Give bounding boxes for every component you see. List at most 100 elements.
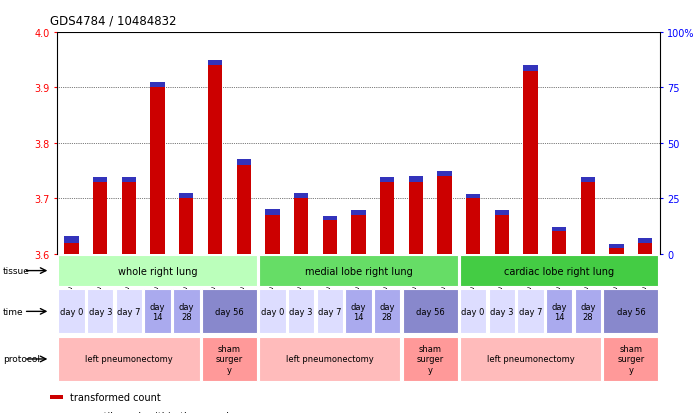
Bar [144, 290, 171, 333]
Bar [524, 66, 537, 72]
Bar [265, 215, 279, 254]
Bar [408, 182, 423, 254]
Text: GDS4784 / 10484832: GDS4784 / 10484832 [50, 14, 177, 27]
Bar [116, 290, 142, 333]
Bar [581, 182, 595, 254]
Bar [64, 243, 79, 254]
Text: day
14: day 14 [150, 302, 165, 321]
Bar [609, 249, 624, 254]
Text: medial lobe right lung: medial lobe right lung [304, 266, 413, 276]
Bar [93, 182, 107, 254]
Bar [346, 290, 371, 333]
Bar [237, 166, 251, 254]
Bar [179, 199, 193, 254]
Bar [265, 210, 279, 215]
Bar [380, 178, 394, 182]
Bar [151, 83, 165, 88]
Text: protocol: protocol [3, 355, 40, 363]
Text: sham
surger
y: sham surger y [417, 344, 444, 374]
Bar [351, 211, 366, 215]
Text: cardiac lobe right lung: cardiac lobe right lung [504, 266, 614, 276]
Bar [64, 236, 79, 243]
Bar [208, 61, 222, 66]
Bar [93, 178, 107, 182]
Bar [638, 243, 653, 254]
Bar [202, 337, 257, 381]
Text: day 7: day 7 [318, 307, 341, 316]
Bar [259, 337, 400, 381]
Bar [603, 337, 658, 381]
Text: day
14: day 14 [350, 302, 366, 321]
Bar [638, 239, 653, 243]
Bar [403, 337, 458, 381]
Text: left pneumonectomy: left pneumonectomy [286, 355, 373, 363]
Bar [121, 182, 136, 254]
Text: sham
surger
y: sham surger y [216, 344, 243, 374]
Bar [202, 290, 257, 333]
Bar [495, 215, 509, 254]
Text: transformed count: transformed count [70, 392, 161, 402]
Bar [466, 199, 480, 254]
Bar [351, 215, 366, 254]
Text: sham
surger
y: sham surger y [617, 344, 644, 374]
Bar [380, 182, 394, 254]
Bar [552, 228, 566, 232]
Bar [59, 337, 200, 381]
Text: day 56: day 56 [416, 307, 445, 316]
Text: day 0: day 0 [461, 307, 485, 316]
Text: day
14: day 14 [551, 302, 567, 321]
Text: day 0: day 0 [260, 307, 284, 316]
Text: day 3: day 3 [89, 307, 112, 316]
Bar [460, 337, 601, 381]
Text: day 56: day 56 [616, 307, 645, 316]
Bar [524, 72, 537, 254]
Text: day 7: day 7 [519, 307, 542, 316]
Bar [552, 232, 566, 254]
Bar [59, 255, 257, 287]
Text: day
28: day 28 [580, 302, 595, 321]
Bar [460, 290, 487, 333]
Bar [322, 221, 337, 254]
Bar [59, 290, 84, 333]
Bar [438, 177, 452, 254]
Bar [317, 290, 343, 333]
Bar [151, 88, 165, 254]
Bar [121, 178, 136, 182]
Bar [322, 216, 337, 221]
Bar [288, 290, 314, 333]
Bar [259, 255, 458, 287]
Bar [574, 290, 601, 333]
Bar [408, 177, 423, 182]
Bar [460, 255, 658, 287]
Bar [259, 290, 285, 333]
Bar [489, 290, 515, 333]
Bar [495, 211, 509, 215]
Text: left pneumonectomy: left pneumonectomy [487, 355, 574, 363]
Text: percentile rank within the sample: percentile rank within the sample [70, 411, 235, 413]
Bar [374, 290, 400, 333]
Text: day 3: day 3 [289, 307, 313, 316]
Bar [609, 244, 624, 249]
Bar [466, 195, 480, 199]
Text: day
28: day 28 [379, 302, 395, 321]
Bar [294, 193, 309, 199]
Text: day 3: day 3 [490, 307, 514, 316]
Bar [603, 290, 658, 333]
Text: time: time [3, 307, 24, 316]
Text: whole right lung: whole right lung [118, 266, 198, 276]
Bar [403, 290, 458, 333]
Bar [87, 290, 114, 333]
Bar [173, 290, 200, 333]
Bar [179, 193, 193, 199]
Bar [546, 290, 572, 333]
Bar [294, 199, 309, 254]
Text: day
28: day 28 [179, 302, 194, 321]
Bar [208, 66, 222, 254]
Bar [237, 160, 251, 166]
Text: day 56: day 56 [215, 307, 244, 316]
Text: tissue: tissue [3, 266, 30, 275]
Bar [581, 178, 595, 182]
Bar [517, 290, 544, 333]
Bar [438, 171, 452, 177]
Text: day 7: day 7 [117, 307, 141, 316]
